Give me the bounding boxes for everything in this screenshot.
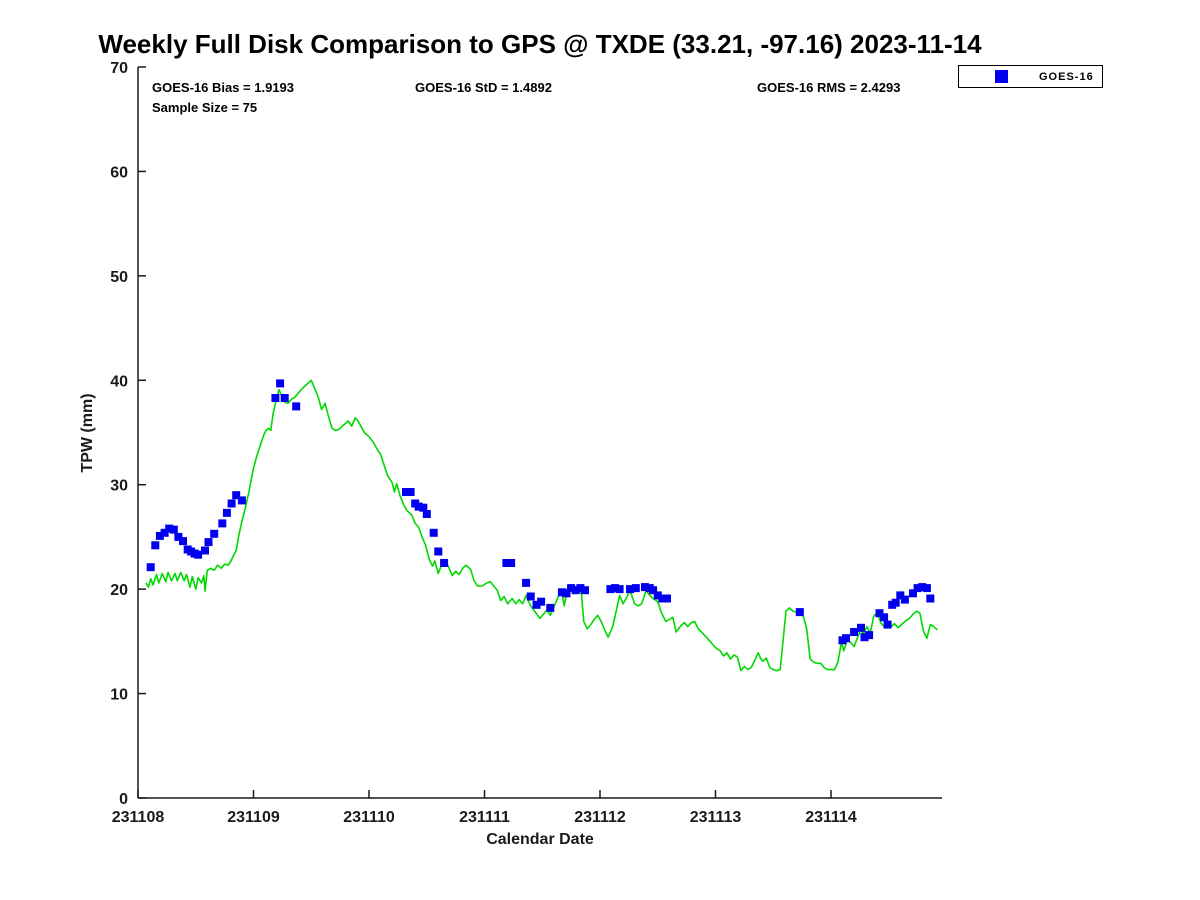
goes16-marker (502, 559, 511, 567)
goes16-marker (204, 538, 213, 547)
stat-rms: GOES-16 RMS = 2.4293 (757, 80, 901, 95)
goes16-marker (653, 591, 662, 600)
goes16-marker (292, 402, 301, 411)
goes16-marker (567, 584, 576, 593)
goes16-marker (422, 510, 431, 518)
goes16-marker (179, 537, 187, 546)
goes16-marker (210, 529, 219, 538)
goes16-marker (581, 586, 589, 595)
goes16-marker (631, 584, 640, 593)
goes16-marker (237, 496, 246, 505)
goes16-marker (526, 592, 535, 601)
goes16-marker (649, 586, 658, 595)
goes16-marker (891, 598, 900, 607)
goes16-marker (522, 578, 531, 587)
goes16-marker (842, 634, 850, 643)
goes16-marker (909, 589, 917, 598)
y-tick-label: 70 (110, 60, 128, 77)
goes16-marker (571, 586, 580, 595)
goes16-marker (663, 594, 671, 603)
goes16-marker (626, 585, 634, 594)
goes16-marker (562, 589, 571, 598)
goes16-marker (606, 585, 615, 594)
goes16-marker (280, 394, 289, 402)
goes16-marker (795, 608, 804, 617)
goes16-marker (860, 633, 869, 642)
chart-title: Weekly Full Disk Comparison to GPS @ TXD… (98, 29, 982, 59)
goes16-marker (160, 528, 169, 537)
stat-std: GOES-16 StD = 1.4892 (415, 80, 552, 95)
y-tick-label: 30 (110, 478, 128, 495)
goes16-marker (918, 583, 927, 592)
goes16-marker (883, 620, 892, 629)
goes16-marker (615, 585, 624, 594)
goes16-marker (227, 499, 236, 508)
legend-label: GOES-16 (1039, 70, 1094, 83)
goes16-marker (155, 531, 164, 540)
goes16-marker (576, 584, 585, 593)
x-tick-label: 231111 (459, 809, 510, 826)
y-tick-label: 60 (110, 164, 128, 181)
goes16-marker (658, 594, 667, 603)
goes16-marker (174, 532, 183, 541)
legend-marker-square-icon (995, 70, 1008, 83)
goes16-marker (419, 503, 428, 512)
goes16-marker (507, 559, 516, 567)
goes16-marker (218, 519, 227, 528)
goes16-marker (850, 628, 859, 636)
goes16-marker (201, 546, 209, 555)
x-tick-label: 231114 (805, 809, 857, 826)
goes16-marker (271, 394, 280, 402)
goes16-marker (434, 547, 443, 556)
goes16-marker (537, 597, 546, 606)
goes16-marker (222, 508, 231, 517)
goes16-marker (232, 491, 241, 500)
goes16-marker (169, 525, 178, 534)
gps-line (145, 379, 938, 672)
y-tick-label: 20 (110, 582, 128, 599)
y-tick-label: 40 (110, 373, 128, 390)
goes16-marker (165, 524, 174, 533)
goes16-marker (611, 584, 619, 593)
goes16-marker (926, 594, 935, 603)
goes16-marker (913, 584, 922, 593)
stat-bias: GOES-16 Bias = 1.9193 (152, 80, 295, 95)
goes16-marker (857, 623, 865, 632)
stat-sample-size: Sample Size = 75 (152, 100, 258, 115)
goes16-marker (546, 603, 555, 612)
goes16-marker (440, 559, 449, 567)
goes16-marker (146, 563, 155, 572)
x-tick-label: 231108 (112, 809, 165, 826)
goes16-marker (194, 550, 203, 559)
y-tick-label: 10 (110, 687, 128, 704)
goes16-marker (865, 631, 874, 640)
goes16-marker (641, 583, 649, 592)
goes16-marker (896, 591, 905, 600)
goes16-marker (429, 528, 438, 537)
goes16-marker (402, 488, 410, 496)
goes16-markers (146, 379, 935, 645)
goes16-marker (406, 488, 415, 496)
x-tick-label: 231110 (343, 809, 395, 826)
x-tick-label: 231113 (690, 809, 742, 826)
x-axis-label: Calendar Date (486, 831, 594, 848)
y-tick-label: 0 (119, 791, 128, 808)
goes16-marker (557, 588, 566, 597)
goes16-marker (532, 600, 541, 609)
x-tick-label: 231112 (574, 809, 626, 826)
goes16-marker (875, 609, 884, 618)
x-tick-label: 231109 (227, 809, 280, 826)
y-tick-label: 50 (110, 269, 128, 286)
legend: GOES-16 (958, 65, 1103, 88)
goes16-marker (151, 541, 160, 550)
goes16-marker (900, 595, 909, 604)
goes16-marker (922, 584, 931, 593)
goes16-marker (880, 613, 889, 622)
goes16-marker (414, 502, 423, 511)
axes: 0 10 20 30 40 50 60 70 231108 231109 231110 231111 2… (110, 60, 942, 826)
goes16-marker (276, 379, 285, 388)
